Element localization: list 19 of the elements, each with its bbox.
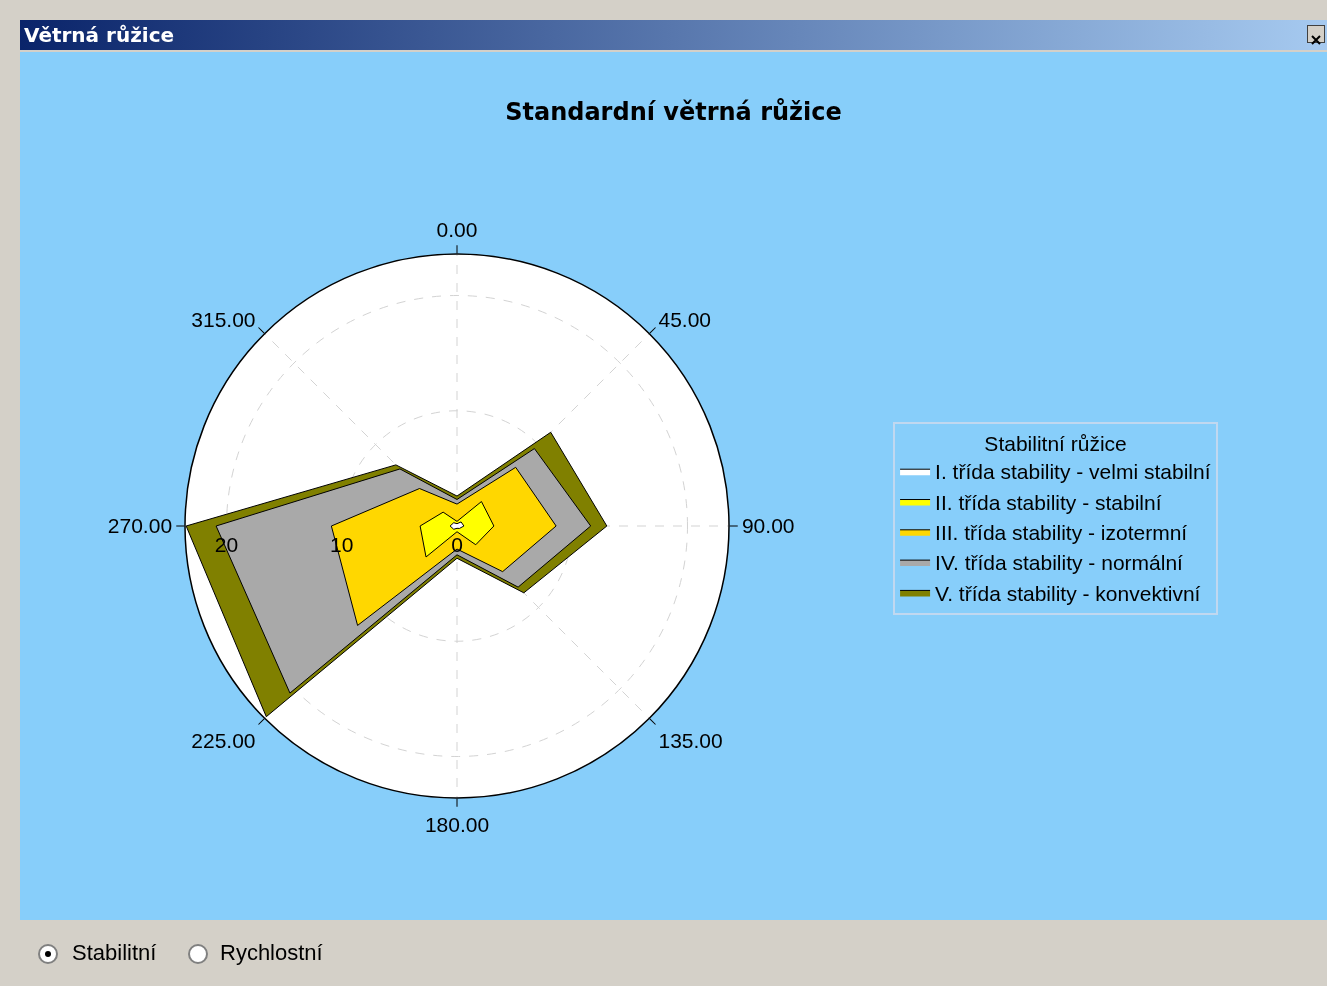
spoke-label: 135.00 [658, 728, 723, 752]
spoke-label: 0.00 [436, 217, 478, 241]
text: Stabilitní [72, 940, 157, 966]
text: Větrná růžice [24, 23, 175, 47]
legend-label: V. třída stability - konvektivní [935, 581, 1201, 605]
spoke-label: 225.00 [191, 728, 256, 752]
legend-label: I. třída stability - velmi stabilní [935, 460, 1211, 484]
spoke-label: 45.00 [658, 307, 712, 331]
spoke-label: 315.00 [191, 307, 256, 331]
spoke-label: 270.00 [107, 514, 173, 538]
legend-label: II. třída stability - stabilní [935, 490, 1162, 514]
text: Rychlostní [220, 940, 323, 966]
legend-title: Stabilitní růžice [984, 432, 1127, 456]
chart-title: Standardní větrná růžice [505, 98, 842, 127]
spoke-label: 180.00 [424, 812, 490, 836]
spoke-label: 90.00 [741, 514, 795, 538]
legend-label: IV. třída stability - normální [935, 551, 1184, 575]
y-tick-label: 0 [451, 532, 463, 556]
legend-label: III. třída stability - izotermní [935, 521, 1188, 545]
